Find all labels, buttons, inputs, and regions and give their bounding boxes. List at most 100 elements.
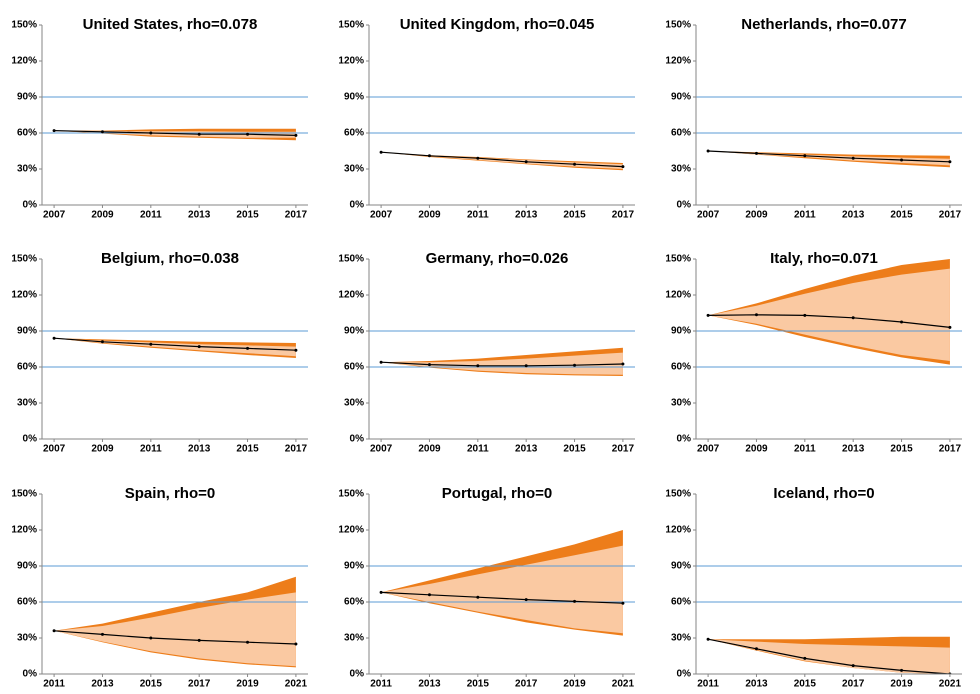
x-tick-label: 2017 bbox=[285, 210, 308, 221]
y-tick-label: 0% bbox=[350, 434, 365, 445]
y-tick-label: 60% bbox=[671, 362, 691, 373]
y-tick-label: 90% bbox=[671, 92, 691, 103]
x-tick-label: 2009 bbox=[91, 210, 114, 221]
median-line bbox=[381, 361, 623, 367]
median-point bbox=[246, 132, 250, 136]
y-tick-label: 30% bbox=[344, 398, 364, 409]
y-tick-label: 0% bbox=[23, 669, 38, 680]
y-tick-label: 150% bbox=[338, 20, 364, 31]
x-tick-label: 2011 bbox=[43, 679, 65, 690]
median-line bbox=[54, 337, 296, 351]
x-tick-label: 2009 bbox=[418, 210, 441, 221]
chart-title: Italy, rho=0.071 bbox=[770, 250, 878, 267]
y-tick-label: 30% bbox=[671, 633, 691, 644]
plot-area bbox=[42, 96, 308, 141]
median-line bbox=[707, 638, 950, 674]
y-tick-label: 120% bbox=[665, 290, 691, 301]
band bbox=[381, 545, 623, 634]
x-tick-label: 2013 bbox=[842, 444, 865, 455]
median-point bbox=[573, 162, 577, 166]
x-tick-label: 2007 bbox=[43, 210, 66, 221]
y-tick-label: 60% bbox=[671, 128, 691, 139]
x-tick-label: 2007 bbox=[697, 444, 720, 455]
panel: 0% 30% 60% 90% 120% 150% 2011 2013 2015 2017 2019 2… bbox=[11, 485, 308, 690]
y-tick-label: 0% bbox=[677, 434, 692, 445]
y-tick-label: 150% bbox=[11, 254, 37, 265]
y-tick-label: 60% bbox=[17, 597, 37, 608]
band bbox=[381, 352, 623, 375]
y-tick-label: 120% bbox=[665, 525, 691, 536]
band bbox=[54, 592, 296, 667]
median-point bbox=[948, 160, 952, 164]
panel: 0% 30% 60% 90% 120% 150% 2011 2013 2015 2017 2019 2… bbox=[665, 485, 962, 690]
median-line bbox=[54, 630, 296, 645]
median-point bbox=[294, 642, 298, 646]
median-point bbox=[476, 364, 480, 368]
y-tick-label: 0% bbox=[677, 200, 692, 211]
band bbox=[708, 639, 950, 674]
median-point bbox=[621, 362, 625, 366]
y-tick-label: 60% bbox=[344, 362, 364, 373]
y-tick-label: 90% bbox=[17, 561, 37, 572]
y-tick-label: 90% bbox=[17, 92, 37, 103]
median-point bbox=[294, 348, 298, 352]
y-tick-label: 60% bbox=[344, 128, 364, 139]
median-point bbox=[100, 130, 104, 134]
median-point bbox=[379, 150, 383, 154]
x-tick-label: 2007 bbox=[370, 210, 393, 221]
x-tick-label: 2011 bbox=[697, 679, 719, 690]
x-tick-label: 2011 bbox=[794, 444, 816, 455]
x-tick-label: 2013 bbox=[188, 210, 211, 221]
median-point bbox=[900, 158, 904, 162]
plot-area bbox=[369, 96, 635, 171]
x-tick-label: 2017 bbox=[188, 679, 211, 690]
y-tick-label: 90% bbox=[17, 326, 37, 337]
median-point bbox=[900, 320, 904, 324]
plot-area bbox=[369, 330, 635, 376]
x-tick-label: 2019 bbox=[236, 679, 259, 690]
plot-area bbox=[696, 565, 962, 674]
median-point bbox=[803, 313, 807, 317]
median-line bbox=[708, 150, 950, 163]
median-point bbox=[149, 636, 153, 640]
y-tick-label: 60% bbox=[344, 597, 364, 608]
median-line bbox=[708, 314, 950, 328]
y-tick-label: 150% bbox=[665, 20, 691, 31]
x-tick-label: 2017 bbox=[515, 679, 538, 690]
y-tick-label: 30% bbox=[344, 164, 364, 175]
panel: 0% 30% 60% 90% 120% 150% 2007 2009 2011 2013 2015 2… bbox=[665, 250, 962, 455]
y-tick-label: 120% bbox=[11, 525, 37, 536]
chart-title: Belgium, rho=0.038 bbox=[101, 250, 239, 267]
x-tick-label: 2015 bbox=[236, 210, 259, 221]
median-point bbox=[803, 154, 807, 158]
x-tick-label: 2011 bbox=[140, 210, 162, 221]
median-point bbox=[524, 364, 528, 368]
y-tick-label: 0% bbox=[677, 669, 692, 680]
median-point bbox=[754, 647, 758, 651]
x-tick-label: 2013 bbox=[418, 679, 441, 690]
median-point bbox=[52, 336, 56, 340]
y-tick-label: 120% bbox=[11, 290, 37, 301]
y-tick-label: 120% bbox=[338, 56, 364, 67]
median-point bbox=[524, 160, 528, 164]
y-tick-label: 90% bbox=[344, 326, 364, 337]
median-point bbox=[900, 668, 904, 672]
y-tick-label: 0% bbox=[23, 200, 38, 211]
median-point bbox=[427, 593, 431, 597]
median-point bbox=[754, 313, 758, 317]
median-point bbox=[754, 151, 758, 155]
median-point bbox=[197, 345, 201, 349]
x-tick-label: 2011 bbox=[140, 444, 162, 455]
chart-title: Portugal, rho=0 bbox=[442, 485, 552, 502]
x-tick-label: 2013 bbox=[188, 444, 211, 455]
chart-title: Iceland, rho=0 bbox=[773, 485, 874, 502]
x-tick-label: 2017 bbox=[939, 210, 962, 221]
x-tick-label: 2017 bbox=[939, 444, 962, 455]
x-tick-label: 2009 bbox=[91, 444, 114, 455]
x-tick-label: 2011 bbox=[370, 679, 392, 690]
chart-title: United Kingdom, rho=0.045 bbox=[400, 16, 595, 33]
x-tick-label: 2015 bbox=[563, 210, 586, 221]
x-tick-label: 2015 bbox=[563, 444, 586, 455]
x-tick-label: 2013 bbox=[842, 210, 865, 221]
